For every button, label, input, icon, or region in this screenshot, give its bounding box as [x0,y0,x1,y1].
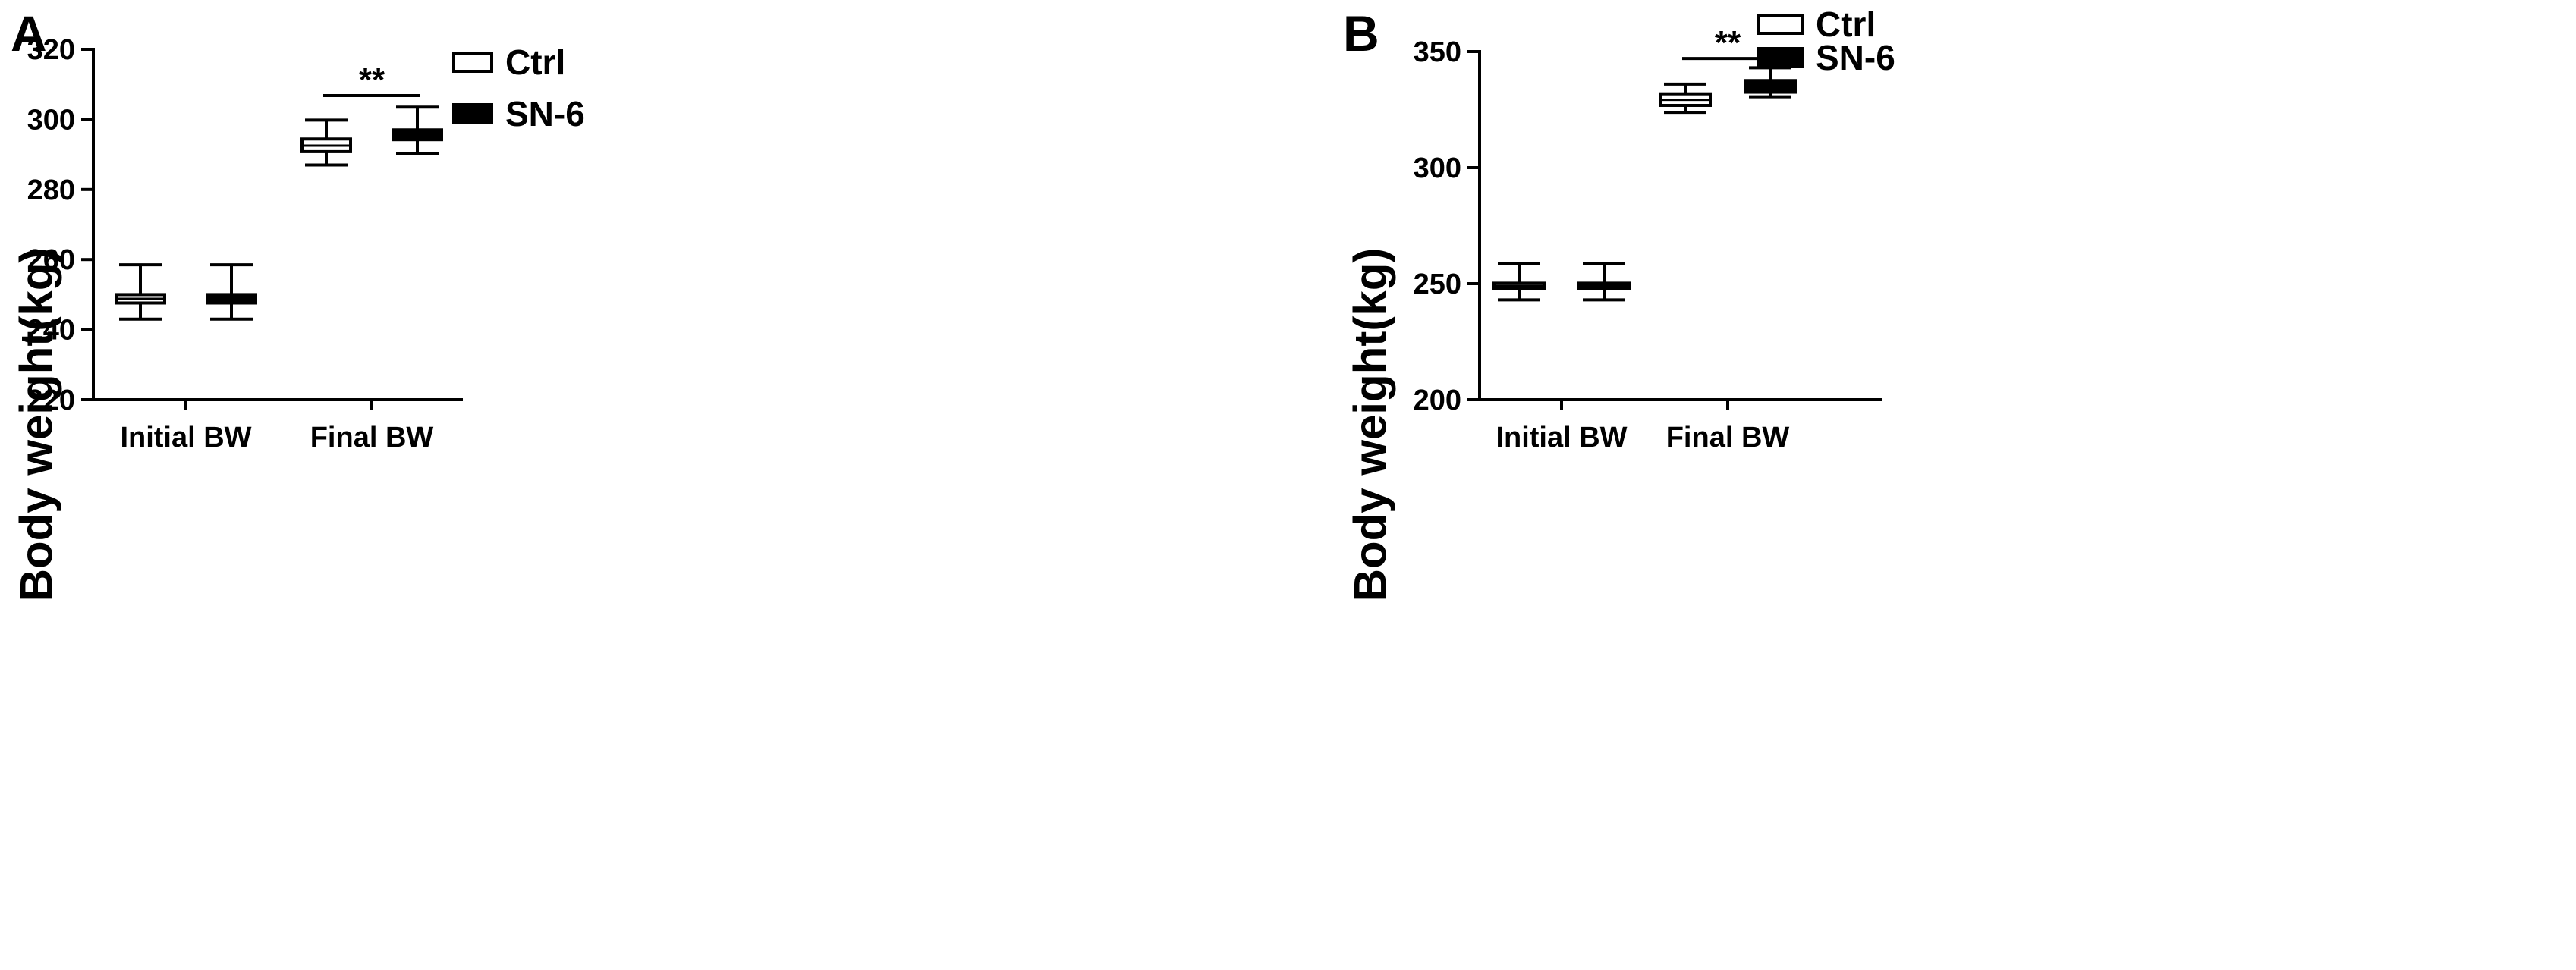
panel-letter-b: B [1343,5,1379,61]
boxplot-svg-a: 220 240 260 280 300 320 Initial BW Final BW ** Ct… [27,34,585,454]
chart-panel-b: B Body weight(kg) 200 250 300 350 Initial BW… [1290,0,2576,970]
p1-legend-swatch-1 [452,103,493,124]
p1-x-tick-label: Final BW [310,422,434,454]
p1-y-tick-label: 320 [27,34,75,66]
p2-y-tick-label: 300 [1414,152,1461,184]
p1-legend-swatch-0 [452,52,493,73]
p1-x-tick-label: Initial BW [120,422,251,454]
panel-letter-a: A [11,5,47,61]
p1-y-tick-label: 300 [27,104,75,136]
p2-y-tick-label: 350 [1414,36,1461,68]
p2-y-tick-label: 250 [1414,268,1461,300]
p2-x-tick-label: Final BW [1666,422,1790,454]
p2-legend-swatch-0 [1757,14,1804,35]
p1-y-tick-label: 260 [27,244,75,276]
p2-x-tick-label: Initial BW [1496,422,1627,454]
p1-y-tick-label: 220 [27,385,75,416]
p1-y-tick-label: 280 [27,174,75,206]
p2-significance-label: ** [1715,24,1741,61]
p2-legend-label-1: SN-6 [1816,38,1895,77]
p1-legend-label-1: SN-6 [505,94,585,133]
p1-significance-label: ** [359,61,385,99]
p1-legend-label-0: Ctrl [505,42,565,82]
p2-y-tick-label: 200 [1414,385,1461,416]
chart-panel-a: A Body weight(kg) 220 240 260 280 300 320 Init… [11,5,585,601]
p1-y-tick-label: 240 [27,315,75,347]
p2-legend-label-0: Ctrl [1816,5,1876,44]
p2-legend-swatch-1 [1757,47,1804,68]
